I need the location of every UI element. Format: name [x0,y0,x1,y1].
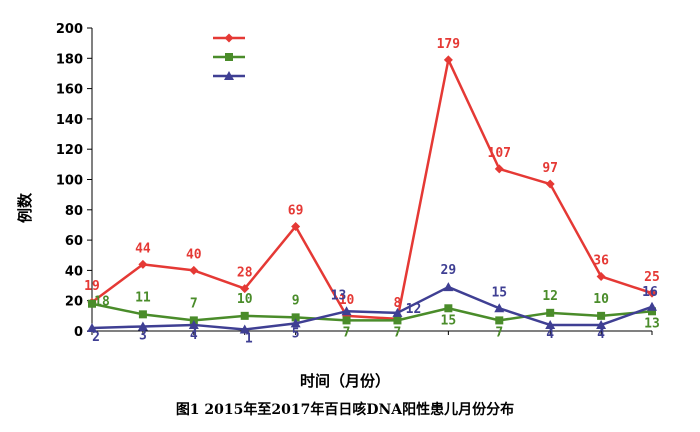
data-point [240,311,249,320]
x-axis-title: 时间（月份） [300,372,390,390]
data-point [88,299,96,308]
figure-caption: 图1 2015年至2017年百日咳DNA阳性患儿月份分布 [176,401,514,418]
y-tick-label: 200 [56,22,83,37]
data-point [596,271,606,281]
data-label: 4 [597,327,605,342]
data-label: 15 [441,313,457,328]
data-point [393,316,402,325]
data-point [648,307,656,316]
data-label: 13 [331,288,347,303]
y-tick-label: 60 [65,234,83,249]
data-label: 107 [488,146,511,161]
data-point [138,310,147,319]
y-axis-title: 例数 [16,192,34,223]
data-label: 25 [644,270,660,285]
legend-marker [224,33,234,43]
data-label: 7 [495,325,503,340]
data-label: 36 [593,253,609,268]
data-label: 18 [94,295,110,310]
data-label: 4 [546,327,554,342]
data-label: 69 [288,203,304,218]
data-point [341,306,352,316]
data-label: 2 [92,330,100,345]
data-label: 10 [593,292,609,307]
y-axis-ticks: 0 20 40 60 80 100 120 140 160 180 200 [56,22,653,340]
data-label: 8 [394,296,402,311]
data-label: 7 [394,325,402,340]
data-point [647,288,657,298]
data-point [494,164,504,174]
data-label: 13 [644,316,660,331]
data-label: 19 [84,279,100,294]
data-label: 3 [139,328,147,343]
data-label: 9 [292,293,300,308]
data-label: 12 [542,289,558,304]
data-point [291,221,301,231]
data-label: 15 [491,285,507,300]
data-point [342,316,351,325]
data-label: 12 [406,302,422,317]
series-line [91,58,653,321]
data-point [87,322,97,332]
data-label: 11 [135,290,151,305]
y-tick-label: 100 [56,174,83,189]
axes [91,28,652,332]
data-label: 28 [237,266,253,281]
data-point [443,282,454,292]
legend-marker [225,53,233,61]
series-line [91,302,653,322]
y-tick-label: 160 [56,83,83,98]
data-point [392,307,403,317]
y-tick-label: 120 [56,143,83,158]
data-label: 10 [339,293,355,308]
data-point [291,313,300,322]
data-label: 5 [292,326,300,341]
data-label: 1 [245,331,253,346]
data-point [138,259,148,269]
data-point [494,303,505,313]
y-tick-label: 80 [65,204,83,219]
data-point [239,324,250,334]
data-point [495,316,504,325]
data-label: 4 [190,328,198,343]
legend-marker [224,71,234,80]
data-label: 44 [135,241,151,256]
data-label: 97 [542,161,558,176]
y-tick-label: 40 [65,264,83,279]
y-tick-label: 140 [56,113,83,128]
data-point [647,301,657,311]
data-label: 7 [190,296,198,311]
data-point [240,284,250,294]
data-point [188,319,199,329]
data-label: 179 [437,37,460,52]
data-point [546,308,555,317]
data-point [597,311,606,320]
data-point [443,55,453,65]
data-label: 29 [441,263,457,278]
series-line [91,285,653,331]
data-point [545,179,555,189]
data-label: 7 [343,325,351,340]
y-tick-label: 20 [65,295,83,310]
data-point [290,318,301,328]
data-label: 16 [642,285,658,300]
data-point [189,265,199,275]
data-point [545,319,556,329]
data-point [137,321,148,331]
y-tick-label: 0 [74,325,83,340]
legend [213,33,245,80]
data-point [596,319,607,329]
data-label: 10 [237,292,253,307]
data-label: 40 [186,247,202,262]
y-tick-label: 180 [56,52,83,67]
data-point [444,304,453,313]
series-layer [87,55,657,334]
